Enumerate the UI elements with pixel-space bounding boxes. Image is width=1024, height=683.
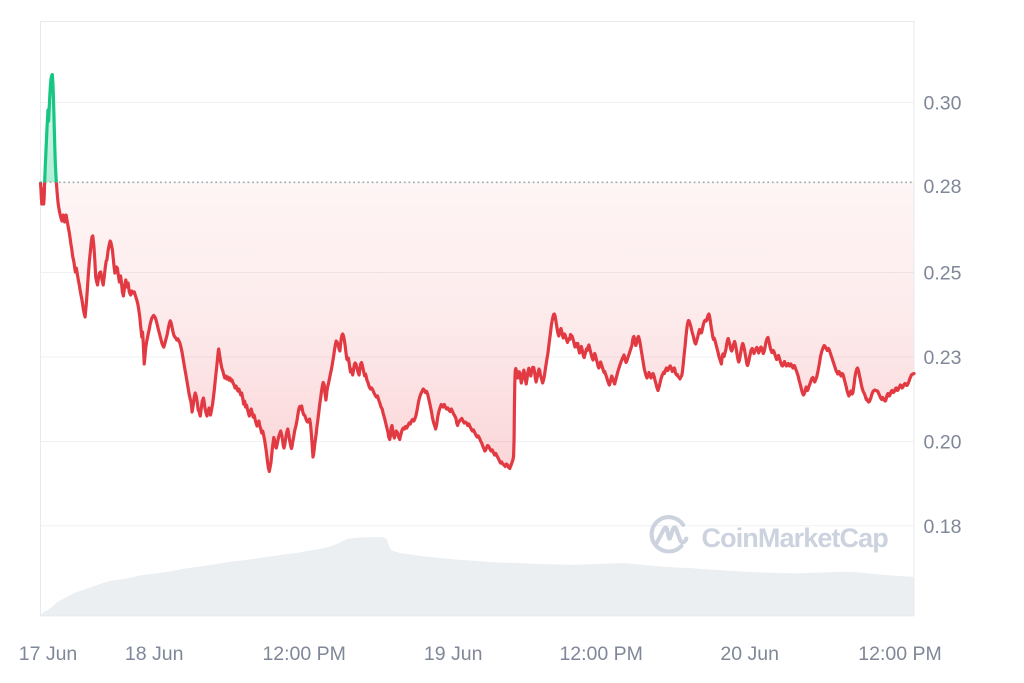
svg-text:CoinMarketCap: CoinMarketCap [702,523,889,553]
svg-text:0.28: 0.28 [924,176,962,198]
svg-text:18 Jun: 18 Jun [125,643,184,665]
svg-text:20 Jun: 20 Jun [720,643,779,665]
svg-text:0.18: 0.18 [924,516,962,538]
svg-text:12:00 PM: 12:00 PM [858,643,941,665]
svg-text:17 Jun: 17 Jun [19,643,78,665]
svg-text:19 Jun: 19 Jun [424,643,483,665]
svg-text:0.20: 0.20 [924,432,962,454]
svg-text:0.23: 0.23 [924,347,962,369]
svg-text:12:00 PM: 12:00 PM [262,643,345,665]
svg-text:0.25: 0.25 [924,263,962,285]
svg-text:0.30: 0.30 [924,93,962,115]
svg-text:12:00 PM: 12:00 PM [559,643,642,665]
